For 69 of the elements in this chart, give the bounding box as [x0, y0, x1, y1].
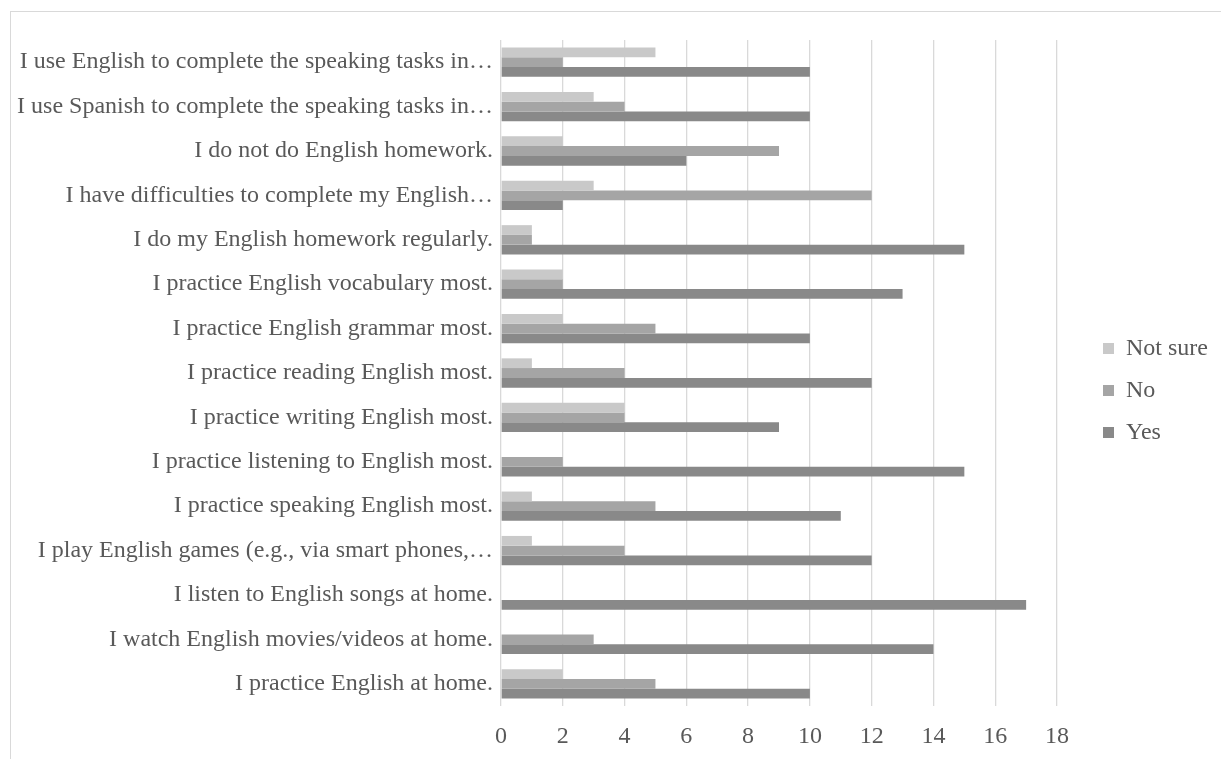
- bar: [501, 57, 563, 68]
- bar: [501, 412, 625, 423]
- bar: [501, 190, 872, 201]
- y-tick-label: I have difficulties to complete my English…: [65, 180, 493, 207]
- x-tick-label: 6: [680, 721, 693, 748]
- bar: [501, 333, 810, 344]
- bar: [501, 402, 625, 413]
- bar: [501, 599, 1027, 610]
- bar: [501, 377, 872, 388]
- bar: [501, 634, 594, 645]
- legend-label: Not sure: [1126, 333, 1208, 360]
- bar: [501, 669, 563, 679]
- bar: [501, 269, 563, 280]
- bar: [501, 368, 625, 378]
- bar: [501, 244, 965, 255]
- bar: [501, 491, 532, 502]
- bar: [501, 456, 563, 467]
- bar: [501, 535, 532, 546]
- bar: [501, 47, 656, 58]
- x-tick-label: 10: [797, 721, 822, 748]
- x-tick-label: 18: [1045, 721, 1070, 748]
- y-tick-label: I play English games (e.g., via smart phones,…: [37, 535, 493, 562]
- bar: [501, 101, 625, 112]
- x-tick-label: 14: [921, 721, 946, 748]
- bar: [501, 146, 780, 156]
- bar: [501, 358, 532, 369]
- x-tick-label: 4: [618, 721, 631, 748]
- bar: [501, 155, 687, 166]
- y-tick-label: I do my English homework regularly.: [133, 225, 493, 252]
- bar: [501, 313, 563, 324]
- bar: [501, 501, 656, 512]
- bar: [501, 323, 656, 334]
- bar: [501, 289, 903, 299]
- x-tick-label: 8: [742, 721, 755, 748]
- x-tick-label: 16: [983, 721, 1008, 748]
- x-tick-label: 0: [495, 721, 507, 748]
- y-tick-label: I use Spanish to complete the speaking tasks in…: [17, 91, 493, 118]
- bar: [501, 136, 563, 147]
- bar: [501, 688, 810, 699]
- y-tick-label: I watch English movies/videos at home.: [109, 624, 493, 651]
- bar: [501, 644, 934, 655]
- bar: [501, 180, 594, 191]
- bar: [501, 111, 810, 122]
- y-tick-label: I practice speaking English most.: [173, 491, 493, 518]
- bar: [501, 279, 563, 290]
- bar: [501, 555, 872, 566]
- y-tick-label: I practice English grammar most.: [172, 313, 493, 340]
- bar: [501, 225, 532, 235]
- bar: [501, 545, 625, 556]
- x-tick-label: 12: [859, 721, 884, 748]
- bar: [501, 234, 532, 245]
- legend-label: Yes: [1126, 417, 1161, 444]
- y-tick-label: I practice reading English most.: [187, 358, 493, 385]
- legend-label: No: [1126, 375, 1156, 402]
- x-tick-label: 2: [556, 721, 569, 748]
- bar: [501, 91, 594, 102]
- bar: [501, 511, 841, 521]
- bar: [501, 67, 810, 77]
- bar: [501, 466, 965, 477]
- bar: [501, 200, 563, 211]
- y-tick-label: I use English to complete the speaking tasks in…: [19, 47, 493, 74]
- y-tick-label: I listen to English songs at home.: [173, 580, 493, 607]
- y-tick-label: I practice writing English most.: [189, 402, 493, 429]
- y-tick-label: I practice English at home.: [235, 669, 493, 696]
- y-tick-label: I practice listening to English most.: [151, 447, 493, 474]
- y-tick-label: I do not do English homework.: [194, 136, 493, 163]
- bar: [501, 422, 780, 433]
- bar: [501, 678, 656, 689]
- y-tick-label: I practice English vocabulary most.: [152, 269, 493, 296]
